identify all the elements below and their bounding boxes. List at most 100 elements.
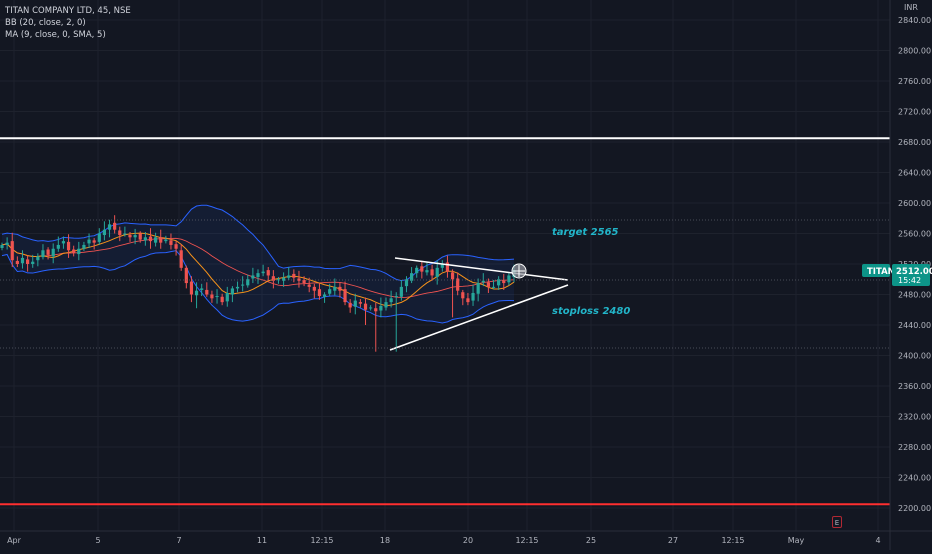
candle-body [317, 289, 322, 297]
candle-body [379, 305, 383, 311]
symbol-tag-bg [862, 264, 890, 277]
candle-body [46, 249, 50, 255]
candle [394, 292, 398, 352]
time-tick-label: 18 [380, 536, 390, 545]
candle [31, 254, 35, 268]
candle-body [384, 302, 388, 308]
candle-body [143, 237, 147, 241]
candle [56, 236, 60, 252]
time-tick-label: 12:15 [310, 536, 333, 545]
candle-body [445, 262, 450, 272]
candle-body [271, 276, 275, 281]
candle [128, 231, 132, 242]
price-tag: TITAN 2512.00 15:42 [862, 264, 932, 286]
candle [384, 297, 388, 311]
candle [107, 219, 112, 238]
candle-body [225, 292, 229, 302]
lower-trendline[interactable] [389, 284, 569, 351]
candle [251, 267, 255, 284]
candle [82, 241, 86, 252]
candle [51, 243, 55, 264]
candle-body [322, 294, 327, 297]
candle [271, 270, 275, 289]
candle-body [461, 292, 465, 299]
triangle-drawing[interactable]: target 2565 stoploss 2480 [0, 219, 890, 351]
candle-body [133, 235, 137, 238]
candle-body [200, 288, 204, 290]
candle [415, 265, 419, 278]
candle-body [189, 281, 194, 295]
candle [471, 284, 475, 306]
candle-body [10, 241, 14, 261]
price-tick-label: 2400.00 [898, 352, 931, 361]
candle [10, 232, 14, 268]
candle [246, 274, 250, 288]
price-tick-label: 2200.00 [898, 504, 931, 513]
candle-body [241, 284, 245, 286]
candle-body [389, 298, 393, 303]
candle-body [107, 224, 112, 230]
horizontal-levels[interactable] [0, 137, 890, 506]
candle-body [312, 286, 316, 291]
candle [343, 281, 347, 306]
symbol-tag: TITAN [867, 267, 895, 277]
candle-body [507, 275, 511, 283]
indicator-legend[interactable]: TITAN COMPANY LTD, 45, NSE BB (20, close… [5, 5, 131, 41]
candle [466, 292, 470, 306]
candle [328, 283, 332, 297]
candle [476, 278, 480, 302]
candle-body [456, 278, 460, 291]
candle-body [261, 271, 265, 274]
candle-body [399, 286, 403, 297]
candle-body [415, 267, 419, 274]
candle [92, 238, 96, 250]
candle-body [154, 237, 158, 243]
time-tick-label: 25 [586, 536, 596, 545]
candle-body [471, 292, 475, 301]
grid [0, 0, 890, 531]
candle [123, 226, 127, 237]
candle [502, 273, 506, 290]
candle-body [430, 269, 434, 276]
candle [374, 302, 378, 352]
candle [261, 264, 265, 277]
candle-body [26, 259, 30, 264]
candle-body [20, 257, 25, 264]
events-button[interactable]: E [832, 516, 842, 528]
candle-body [174, 244, 178, 249]
symbol-title[interactable]: TITAN COMPANY LTD, 45, NSE [5, 6, 131, 16]
candle-body [123, 233, 127, 235]
candle-body [338, 286, 342, 291]
candle-body [251, 275, 255, 279]
candle-body [302, 280, 306, 284]
candle-body [481, 280, 485, 283]
candle [184, 265, 188, 289]
candle-body [56, 244, 60, 249]
candle [297, 270, 301, 288]
candle-body [159, 237, 163, 243]
candle [410, 267, 414, 284]
candle-body [292, 273, 296, 278]
candle-body [266, 270, 270, 276]
candle-body [486, 282, 490, 287]
candle-body [343, 289, 347, 303]
candle [353, 293, 357, 315]
bar-countdown: 15:42 [898, 276, 921, 285]
candle-body [410, 273, 414, 281]
upper-trendline[interactable] [394, 257, 569, 281]
candle [66, 234, 71, 258]
candle [118, 226, 122, 242]
candle-body [374, 308, 378, 312]
candle-body [179, 250, 183, 268]
bb-legend[interactable]: BB (20, close, 2, 0) [5, 18, 86, 28]
candle [61, 236, 66, 249]
time-tick-label: 11 [257, 536, 267, 545]
price-tick-label: 2560.00 [898, 230, 931, 239]
candle [282, 272, 286, 287]
candle-body [466, 298, 470, 303]
candle [36, 253, 40, 267]
ma-legend[interactable]: MA (9, close, 0, SMA, 5) [5, 30, 106, 40]
candle-body [404, 279, 409, 287]
